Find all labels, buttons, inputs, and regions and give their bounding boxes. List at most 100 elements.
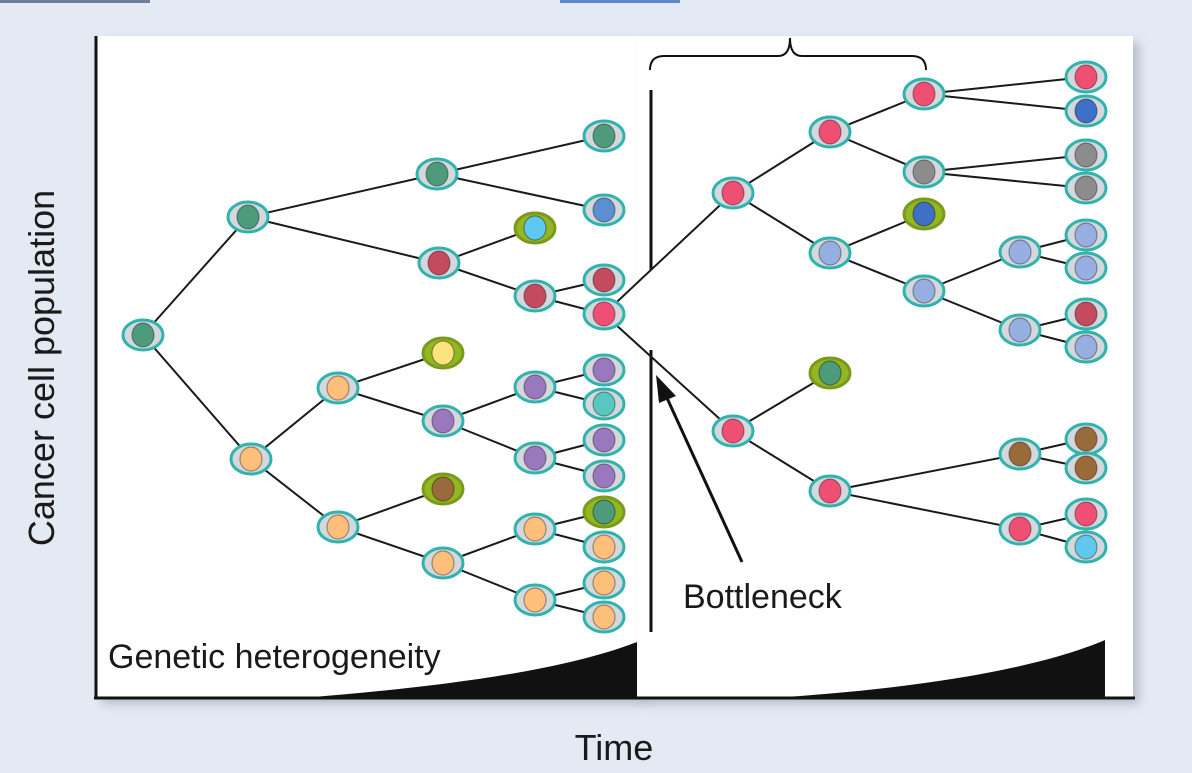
lineage-link <box>247 173 438 218</box>
cell-nucleus <box>1074 175 1098 201</box>
cell-a27 <box>582 566 626 600</box>
cell-a11 <box>582 263 626 297</box>
cell-nucleus <box>236 204 260 230</box>
cell-nucleus <box>592 604 616 630</box>
cell-nucleus <box>1074 426 1098 452</box>
cell-b7 <box>902 274 946 308</box>
cell-nucleus <box>1074 301 1098 327</box>
cell-nucleus <box>1074 98 1098 124</box>
cell-nucleus <box>818 240 842 266</box>
cell-a1 <box>226 200 270 234</box>
lineage-link <box>923 76 1087 95</box>
cell-b4 <box>902 77 946 111</box>
cell-nucleus <box>427 250 451 276</box>
cell-nucleus <box>592 357 616 383</box>
cropped-top-remnant <box>0 0 150 3</box>
cell-nucleus <box>912 159 936 185</box>
cell-nucleus <box>523 374 547 400</box>
cell-nucleus <box>592 301 616 327</box>
genetic-heterogeneity-label: Genetic heterogeneity <box>108 638 441 676</box>
cell-nucleus <box>431 340 455 366</box>
cell-nucleus <box>523 587 547 613</box>
cell-nucleus <box>1008 441 1032 467</box>
cell-a8 <box>582 193 626 227</box>
cell-nucleus <box>523 516 547 542</box>
cell-a17 <box>582 387 626 421</box>
y-axis-title: Cancer cell population <box>21 190 62 546</box>
cell-b21 <box>808 474 852 508</box>
cell-a22 <box>421 546 465 580</box>
cell-nucleus <box>131 322 155 348</box>
bottleneck-arrow <box>656 375 744 563</box>
cell-nucleus <box>721 180 745 206</box>
cell-nucleus <box>1074 334 1098 360</box>
cell-b8 <box>1064 60 1108 94</box>
lineage-link <box>603 313 734 432</box>
left-population-wedge <box>300 642 637 698</box>
cell-b20 <box>808 356 852 390</box>
cell-a19 <box>582 423 626 457</box>
cell-b15 <box>1064 251 1108 285</box>
bottleneck-label: Bottleneck <box>683 578 843 616</box>
cell-a9 <box>513 211 557 245</box>
cell-nucleus <box>1074 534 1098 560</box>
cell-nucleus <box>592 463 616 489</box>
lineage-link <box>436 173 605 211</box>
cell-a16 <box>513 441 557 475</box>
top-bracket <box>649 37 927 71</box>
lineage-link <box>829 453 1021 492</box>
cell-a21 <box>421 472 465 506</box>
cell-nucleus <box>431 476 455 502</box>
cell-nucleus <box>425 161 449 187</box>
cell-b3 <box>808 236 852 270</box>
cell-a3 <box>415 157 459 191</box>
cell-nucleus <box>592 123 616 149</box>
cell-b25 <box>1064 451 1108 485</box>
left-panel <box>96 36 641 698</box>
cell-b10 <box>1064 138 1108 172</box>
cell-b1 <box>711 176 755 210</box>
cell-b26 <box>1064 497 1108 531</box>
cell-nucleus <box>1074 142 1098 168</box>
cell-nucleus <box>592 427 616 453</box>
cell-nucleus <box>1008 239 1032 265</box>
cell-a18 <box>582 353 626 387</box>
cell-b19 <box>711 414 755 448</box>
lineage-link <box>923 171 1087 189</box>
cell-a2 <box>229 442 273 476</box>
cell-b23 <box>998 512 1042 546</box>
cell-b2 <box>808 115 852 149</box>
cell-a24 <box>582 495 626 529</box>
bottleneck-arrow-head <box>656 375 676 403</box>
lineage-link <box>923 154 1087 173</box>
cell-a0 <box>121 318 165 352</box>
cell-a12 <box>582 297 626 331</box>
cell-b18 <box>1064 330 1108 364</box>
lineage-link <box>247 216 440 264</box>
cell-a20 <box>582 459 626 493</box>
cell-nucleus <box>592 499 616 525</box>
cell-a7 <box>582 119 626 153</box>
cell-nucleus <box>523 283 547 309</box>
cell-a25 <box>513 583 557 617</box>
cell-nucleus <box>912 81 936 107</box>
cell-nucleus <box>326 375 350 401</box>
cell-nucleus <box>818 119 842 145</box>
cell-b27 <box>1064 530 1108 564</box>
cell-nucleus <box>818 478 842 504</box>
cell-a14 <box>421 404 465 438</box>
cell-nucleus <box>592 197 616 223</box>
cell-b5 <box>902 155 946 189</box>
cell-a6 <box>316 510 360 544</box>
x-axis-title: Time <box>575 727 654 768</box>
cell-nucleus <box>1074 455 1098 481</box>
cell-b9 <box>1064 94 1108 128</box>
lineage-link <box>603 192 734 315</box>
right-panel <box>637 36 1133 698</box>
cell-nucleus <box>1074 501 1098 527</box>
cell-b14 <box>1064 218 1108 252</box>
cell-a23 <box>513 512 557 546</box>
cell-a28 <box>582 600 626 634</box>
